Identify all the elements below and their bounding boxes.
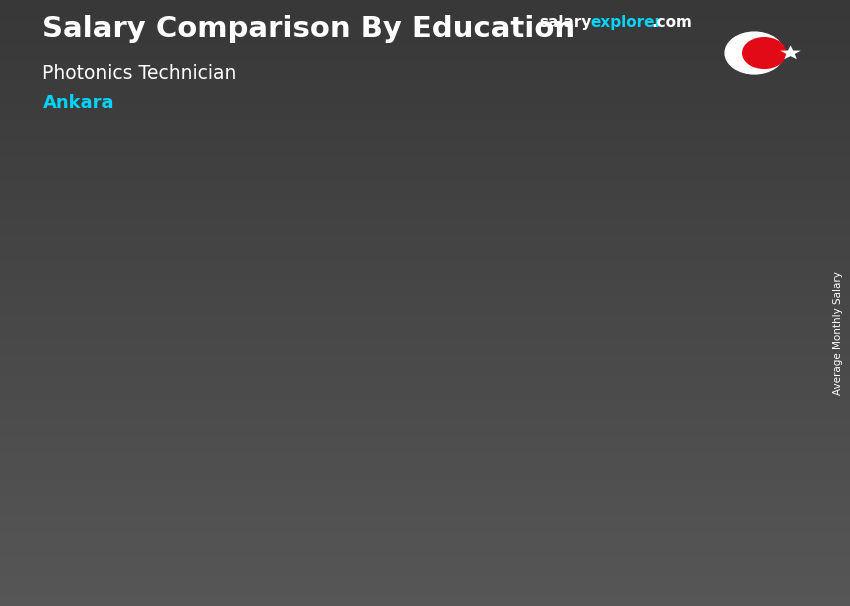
Polygon shape: [314, 334, 440, 497]
Text: Certificate or
Diploma: Certificate or Diploma: [317, 519, 437, 552]
Text: Salary Comparison By Education: Salary Comparison By Education: [42, 15, 575, 43]
Text: 9,390 TRY: 9,390 TRY: [568, 241, 658, 256]
Polygon shape: [670, 262, 693, 497]
Polygon shape: [84, 384, 211, 497]
Polygon shape: [211, 378, 234, 497]
Polygon shape: [440, 327, 463, 497]
Polygon shape: [314, 334, 440, 416]
Polygon shape: [543, 272, 670, 497]
Text: High School: High School: [94, 519, 201, 534]
Text: salary: salary: [540, 15, 592, 30]
Polygon shape: [314, 327, 463, 334]
Polygon shape: [543, 272, 670, 384]
Circle shape: [743, 38, 785, 68]
Text: Bachelor's
Degree: Bachelor's Degree: [559, 519, 653, 552]
Polygon shape: [84, 378, 234, 384]
Text: +38%: +38%: [456, 199, 541, 225]
Text: +43%: +43%: [227, 264, 312, 290]
Text: Average Monthly Salary: Average Monthly Salary: [833, 271, 843, 395]
Text: 6,790 TRY: 6,790 TRY: [339, 306, 429, 321]
Text: Photonics Technician: Photonics Technician: [42, 64, 237, 82]
Polygon shape: [84, 384, 211, 440]
Circle shape: [725, 32, 784, 74]
Polygon shape: [543, 262, 693, 272]
Text: .com: .com: [651, 15, 692, 30]
Text: 4,740 TRY: 4,740 TRY: [110, 358, 200, 373]
Text: explorer: explorer: [590, 15, 662, 30]
Polygon shape: [780, 45, 801, 59]
Text: Ankara: Ankara: [42, 94, 114, 112]
